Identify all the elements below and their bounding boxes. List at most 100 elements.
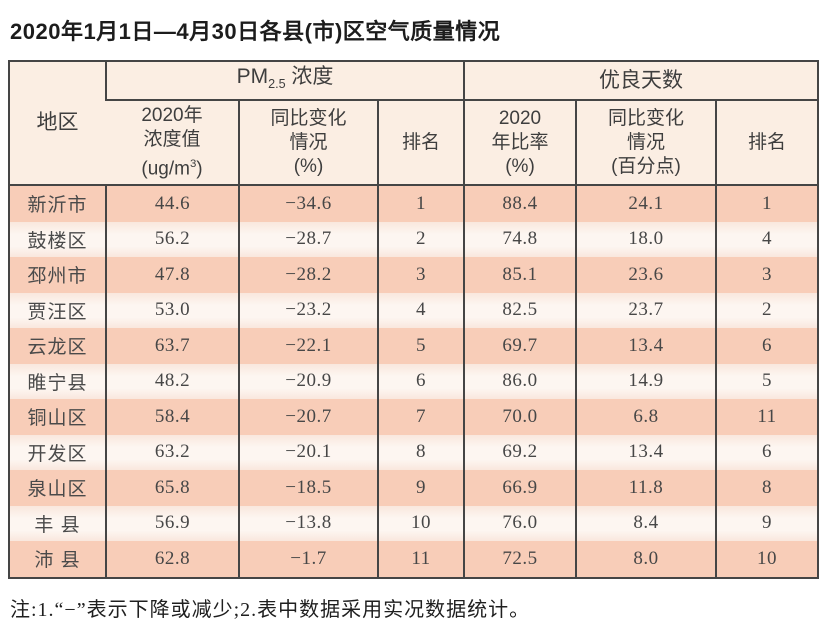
cell-rate_rank: 5 bbox=[714, 363, 819, 399]
col-header-good-change: 同比变化 情况 (百分点) bbox=[575, 100, 716, 186]
cell-region: 丰 县 bbox=[9, 505, 106, 541]
good-rate-line1: 2020 bbox=[498, 107, 542, 129]
table-body: 新沂市 44.6 −34.6 1 88.4 24.1 1 鼓楼区 56.2 −28.7 2 74.8 1… bbox=[9, 185, 819, 578]
cell-region: 睢宁县 bbox=[9, 363, 106, 399]
cell-pm25_change: −20.1 bbox=[238, 434, 378, 470]
cell-region: 邳州市 bbox=[9, 257, 106, 293]
cell-region: 泉山区 bbox=[9, 470, 106, 506]
cell-pm25_change: −22.1 bbox=[238, 328, 378, 364]
table-row: 铜山区 58.4 −20.7 7 70.0 6.8 11 bbox=[9, 399, 819, 435]
air-quality-table: 地区 PM2.5 浓度 优良天数 2020年 浓度值 (ug/m3) 同比变化 … bbox=[8, 60, 820, 579]
cell-rate: 76.0 bbox=[463, 505, 576, 541]
cell-region: 云龙区 bbox=[9, 328, 106, 364]
cell-pm25: 63.7 bbox=[105, 328, 239, 364]
cell-pm25_rank: 10 bbox=[377, 505, 464, 541]
cell-pm25_rank: 8 bbox=[377, 434, 464, 470]
cell-rate_rank: 1 bbox=[714, 185, 819, 222]
cell-rate_rank: 3 bbox=[714, 257, 819, 293]
cell-pm25: 63.2 bbox=[105, 434, 239, 470]
pm25-change-line3: (%) bbox=[293, 155, 324, 177]
table-row: 贾汪区 53.0 −23.2 4 82.5 23.7 2 bbox=[9, 292, 819, 328]
table-row: 开发区 63.2 −20.1 8 69.2 13.4 6 bbox=[9, 434, 819, 470]
cell-pm25: 65.8 bbox=[105, 470, 239, 506]
col-group-good-days: 优良天数 bbox=[462, 61, 819, 101]
cell-rate: 85.1 bbox=[463, 257, 576, 293]
cell-rate_change: 8.4 bbox=[575, 505, 716, 541]
cell-rate: 72.5 bbox=[463, 541, 576, 578]
header-group-row: 地区 PM2.5 浓度 优良天数 bbox=[9, 61, 819, 186]
good-change-line1: 同比变化 bbox=[607, 107, 684, 129]
good-change-line3: (百分点) bbox=[611, 155, 681, 177]
cell-pm25_change: −28.7 bbox=[238, 221, 378, 257]
table-row: 沛 县 62.8 −1.7 11 72.5 8.0 10 bbox=[9, 541, 819, 578]
cell-rate_change: 24.1 bbox=[575, 185, 716, 222]
footnote: 注:1.“−”表示下降或减少;2.表中数据采用实况数据统计。 bbox=[10, 598, 531, 620]
col-header-good-rank: 排名 bbox=[714, 100, 819, 186]
cell-rate_rank: 10 bbox=[714, 541, 819, 578]
table-row: 云龙区 63.7 −22.1 5 69.7 13.4 6 bbox=[9, 328, 819, 364]
cell-rate_change: 14.9 bbox=[575, 363, 716, 399]
table-row: 鼓楼区 56.2 −28.7 2 74.8 18.0 4 bbox=[9, 221, 819, 257]
pm25-label-sub: 2.5 bbox=[268, 77, 286, 92]
cell-pm25: 53.0 bbox=[105, 292, 239, 328]
good-change-line2: 情况 bbox=[626, 131, 665, 153]
cell-pm25: 56.9 bbox=[105, 505, 239, 541]
cell-pm25_rank: 4 bbox=[377, 292, 464, 328]
cell-pm25: 62.8 bbox=[105, 541, 239, 578]
cell-pm25_rank: 5 bbox=[377, 328, 464, 364]
cell-pm25: 48.2 bbox=[105, 363, 239, 399]
cell-rate_rank: 6 bbox=[714, 328, 819, 364]
col-header-pm25-rank: 排名 bbox=[377, 100, 464, 186]
cell-rate_rank: 8 bbox=[714, 470, 819, 506]
cell-pm25_change: −28.2 bbox=[238, 257, 378, 293]
cell-rate: 70.0 bbox=[463, 399, 576, 435]
cell-rate_change: 11.8 bbox=[575, 470, 716, 506]
cell-rate_change: 13.4 bbox=[575, 328, 716, 364]
cell-pm25_rank: 2 bbox=[377, 221, 464, 257]
col-header-pm25-change: 同比变化 情况 (%) bbox=[238, 100, 378, 186]
cell-pm25_rank: 7 bbox=[377, 399, 464, 435]
pm25-label-suffix: 浓度 bbox=[285, 64, 334, 88]
cell-rate: 74.8 bbox=[463, 221, 576, 257]
cell-rate_rank: 6 bbox=[714, 434, 819, 470]
cell-rate_change: 18.0 bbox=[575, 221, 716, 257]
cell-rate_rank: 11 bbox=[714, 399, 819, 435]
cell-pm25_change: −13.8 bbox=[238, 505, 378, 541]
cell-rate_rank: 4 bbox=[714, 221, 819, 257]
col-header-good-rate: 2020 年比率 (%) bbox=[463, 100, 576, 186]
cell-region: 鼓楼区 bbox=[9, 221, 106, 257]
cell-rate: 69.2 bbox=[463, 434, 576, 470]
cell-rate: 86.0 bbox=[463, 363, 576, 399]
col-group-pm25: PM2.5 浓度 bbox=[105, 61, 464, 101]
header-sub-row: 2020年 浓度值 (ug/m3) 同比变化 情况 (%) 排名 2020 年比… bbox=[9, 100, 819, 186]
cell-rate_change: 8.0 bbox=[575, 541, 716, 578]
page-title: 2020年1月1日—4月30日各县(市)区空气质量情况 bbox=[10, 19, 501, 44]
pm25-value-line1: 2020年 bbox=[141, 104, 203, 126]
cell-pm25_rank: 1 bbox=[377, 185, 464, 222]
cell-region: 开发区 bbox=[9, 434, 106, 470]
cell-pm25: 44.6 bbox=[105, 185, 239, 222]
cell-rate: 69.7 bbox=[463, 328, 576, 364]
cell-pm25: 58.4 bbox=[105, 399, 239, 435]
cell-rate_change: 23.6 bbox=[575, 257, 716, 293]
table-row: 睢宁县 48.2 −20.9 6 86.0 14.9 5 bbox=[9, 363, 819, 399]
pm25-value-line3: (ug/m3) bbox=[141, 157, 203, 180]
table-row: 泉山区 65.8 −18.5 9 66.9 11.8 8 bbox=[9, 470, 819, 506]
good-rate-line3: (%) bbox=[505, 155, 535, 177]
cell-region: 新沂市 bbox=[9, 185, 106, 222]
cell-region: 铜山区 bbox=[9, 399, 106, 435]
cell-rate: 66.9 bbox=[463, 470, 576, 506]
pm25-label-prefix: PM bbox=[236, 64, 269, 88]
cell-pm25_rank: 9 bbox=[377, 470, 464, 506]
cell-pm25: 47.8 bbox=[105, 257, 239, 293]
cell-region: 贾汪区 bbox=[9, 292, 106, 328]
col-header-region: 地区 bbox=[9, 61, 106, 186]
table-row: 邳州市 47.8 −28.2 3 85.1 23.6 3 bbox=[9, 257, 819, 293]
cell-rate: 82.5 bbox=[463, 292, 576, 328]
cell-pm25_change: −1.7 bbox=[238, 541, 378, 578]
table-row: 新沂市 44.6 −34.6 1 88.4 24.1 1 bbox=[9, 185, 819, 222]
col-header-pm25-value: 2020年 浓度值 (ug/m3) bbox=[106, 100, 239, 186]
cell-rate_change: 23.7 bbox=[575, 292, 716, 328]
cell-pm25_change: −23.2 bbox=[238, 292, 378, 328]
